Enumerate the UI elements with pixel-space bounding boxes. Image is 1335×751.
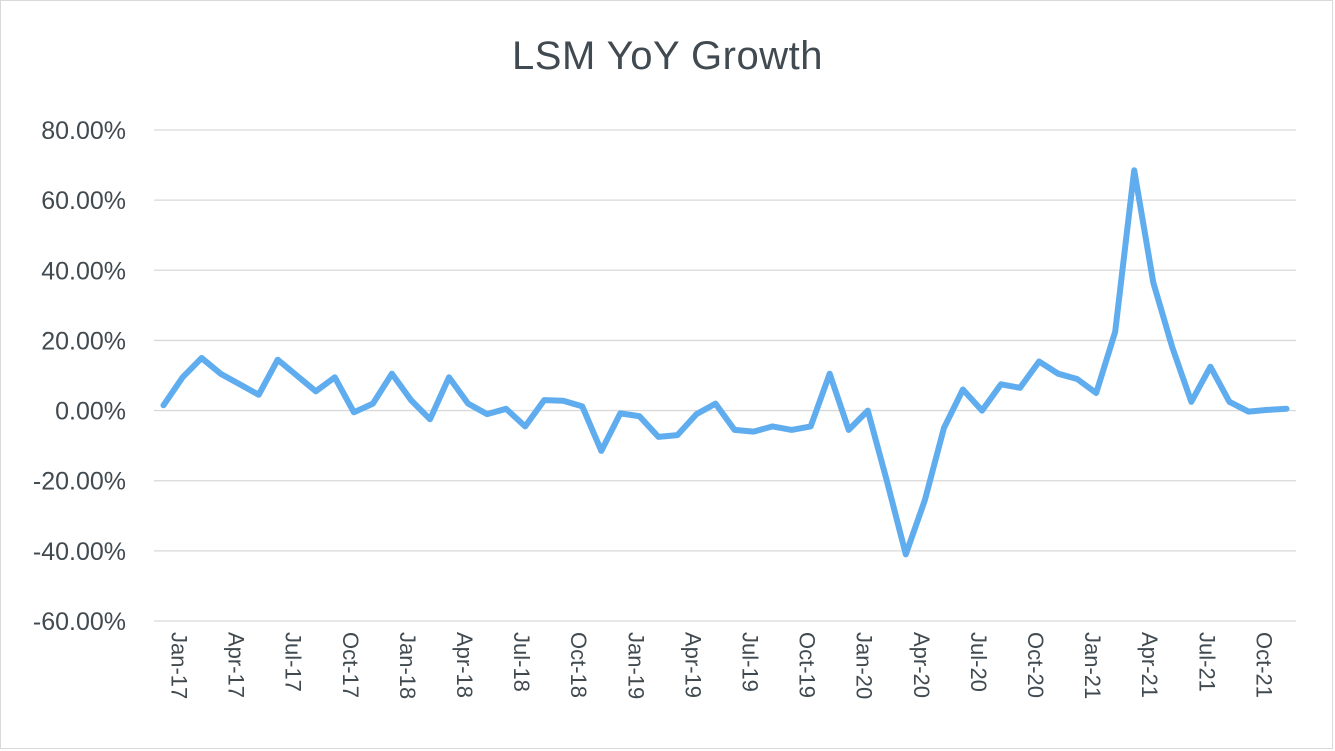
y-tick-label: -60.00% [33,608,126,636]
x-tick-label: Jan-18 [395,632,420,699]
series-layer [160,167,1290,558]
x-tick-label: Oct-20 [1023,632,1048,698]
series-line [160,167,1290,558]
x-tick-label: Jul-19 [738,632,763,692]
y-tick-label: 20.00% [41,327,126,355]
y-tick-label: -20.00% [33,468,126,496]
x-tick-label: Jul-17 [281,632,306,692]
x-tick-label: Jul-18 [509,632,534,692]
x-tick-label: Apr-20 [909,632,934,698]
x-tick-label: Jan-20 [852,632,877,699]
x-tick-label: Jan-19 [623,632,648,699]
x-tick-label: Apr-17 [224,632,249,698]
y-tick-label: 80.00% [41,117,126,145]
x-axis-ticks: Jan-17 Apr-17 Jul-17 Oct-17 Jan-18 Apr-18 Jul-… [167,632,1277,699]
y-tick-label: -40.00% [33,538,126,566]
chart-title: LSM YoY Growth [512,34,823,78]
y-axis-ticks: 80.00% 60.00% 40.00% 20.00% 0.00% -20.00% -40.… [33,117,126,636]
y-tick-label: 60.00% [41,187,126,215]
y-tick-label: 40.00% [41,257,126,285]
y-tick-label: 0.00% [55,398,126,426]
gridlines [154,129,1296,622]
x-tick-label: Oct-17 [338,632,363,698]
x-tick-label: Apr-19 [680,632,705,698]
x-tick-label: Apr-18 [452,632,477,698]
x-tick-label: Jan-17 [167,632,192,699]
x-tick-label: Oct-21 [1251,632,1276,698]
x-tick-label: Oct-19 [795,632,820,698]
x-tick-label: Oct-18 [566,632,591,698]
x-tick-label: Jul-21 [1194,632,1219,692]
x-tick-label: Jan-21 [1080,632,1105,699]
x-tick-label: Apr-21 [1137,632,1162,698]
x-tick-label: Jul-20 [966,632,991,692]
